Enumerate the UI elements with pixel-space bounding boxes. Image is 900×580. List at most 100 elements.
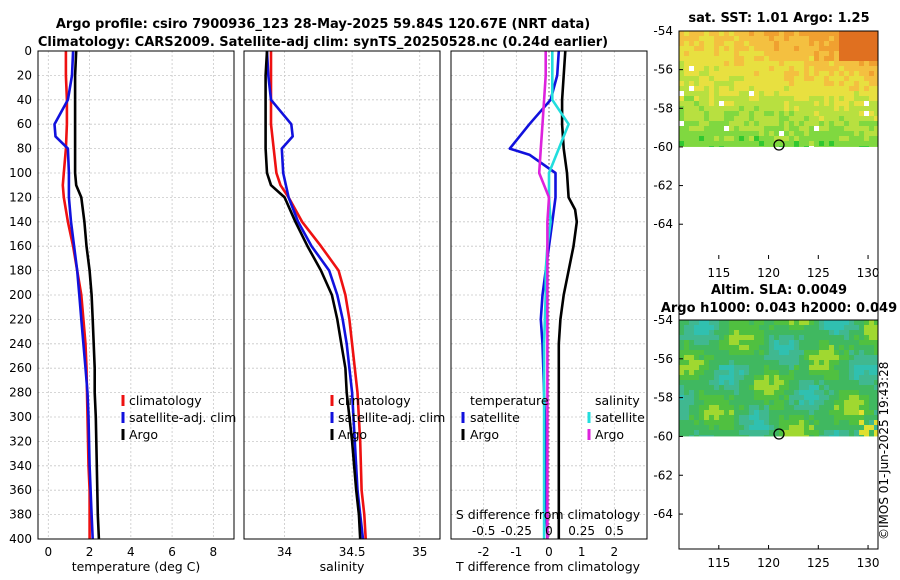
map-cell <box>764 395 769 400</box>
map-cell <box>779 370 784 375</box>
map-cell <box>774 395 779 400</box>
map-cell <box>819 51 824 56</box>
map-cell <box>739 345 744 350</box>
map-cell <box>864 325 869 330</box>
map-cell <box>829 390 834 395</box>
map-cell <box>749 350 754 355</box>
map-cell <box>759 66 764 71</box>
map-cell <box>699 101 704 106</box>
legend-argo: Argo <box>129 427 158 442</box>
map-cell <box>684 81 689 86</box>
map-cell <box>774 101 779 106</box>
map-cell <box>739 66 744 71</box>
map-cell <box>684 146 689 147</box>
map-cell <box>689 141 694 146</box>
map-cell <box>764 51 769 56</box>
map-cell <box>789 415 794 420</box>
map-cell <box>759 136 764 141</box>
map-cell <box>784 335 789 340</box>
map-cell <box>839 335 844 340</box>
map-cell <box>829 365 834 370</box>
map-cell <box>789 385 794 390</box>
map-cell <box>699 415 704 420</box>
map-cell <box>709 71 714 76</box>
map-cell <box>709 325 714 330</box>
map-cell <box>809 101 814 106</box>
legend-s-argo: Argo <box>595 427 624 442</box>
map-cell <box>764 126 769 131</box>
map-cell <box>704 385 709 390</box>
map-cell <box>799 340 804 345</box>
title-line-1: Argo profile: csiro 7900936_123 28-May-2… <box>56 17 590 32</box>
map-cell <box>839 116 844 121</box>
map-cell <box>814 131 819 136</box>
map-cell <box>709 370 714 375</box>
map-cell <box>804 111 809 116</box>
map-cell <box>684 61 689 66</box>
map-cell <box>789 335 794 340</box>
map-cell <box>834 66 839 71</box>
y-tick-label: 160 <box>9 239 32 253</box>
map-cell <box>804 400 809 405</box>
map-cell <box>709 380 714 385</box>
map-cell <box>784 325 789 330</box>
map-cell <box>854 51 859 56</box>
map-cell <box>869 131 874 136</box>
map-cell <box>864 390 869 395</box>
map-cell <box>734 410 739 415</box>
map-cell <box>774 345 779 350</box>
map-cell <box>704 390 709 395</box>
map-cell <box>824 121 829 126</box>
map-cell <box>714 56 719 61</box>
map-cell <box>809 106 814 111</box>
map-cell <box>819 116 824 121</box>
map-cell <box>764 76 769 81</box>
y-tick-label: -62 <box>653 468 673 482</box>
map-cell <box>804 41 809 46</box>
map-cell <box>759 61 764 66</box>
map-cell <box>704 410 709 415</box>
map-cell <box>784 56 789 61</box>
map-cell <box>829 350 834 355</box>
map-cell <box>774 380 779 385</box>
map-cell <box>864 56 869 61</box>
map-cell <box>694 415 699 420</box>
map-cell <box>859 131 864 136</box>
map-cell <box>759 400 764 405</box>
map-cell <box>819 420 824 425</box>
map-cell <box>784 106 789 111</box>
y-tick-label: -62 <box>653 179 673 193</box>
map-cell <box>814 86 819 91</box>
map-cell <box>764 375 769 380</box>
map-cell <box>834 36 839 41</box>
map-cell <box>859 41 864 46</box>
map-cell <box>864 111 869 116</box>
map-cell <box>829 41 834 46</box>
map-cell <box>789 126 794 131</box>
map-cell <box>719 360 724 365</box>
map-cell <box>724 425 729 430</box>
map-cell <box>784 116 789 121</box>
map-cell <box>724 71 729 76</box>
map-cell <box>779 106 784 111</box>
map-cell <box>764 96 769 101</box>
map-cell <box>814 146 819 147</box>
map-cell <box>749 86 754 91</box>
map-cell <box>724 121 729 126</box>
map-cell <box>874 116 878 121</box>
map-cell <box>869 56 874 61</box>
map-cell <box>869 96 874 101</box>
map-cell <box>844 116 849 121</box>
map-cell <box>759 146 764 147</box>
map-cell <box>774 56 779 61</box>
map-cell <box>719 320 724 325</box>
map-cell <box>754 56 759 61</box>
map-cell <box>784 390 789 395</box>
temperature-panel: 0204060801001201401601802002202402602803… <box>9 44 236 574</box>
map-cell <box>734 91 739 96</box>
map-cell <box>749 360 754 365</box>
map-cell <box>834 340 839 345</box>
map-cell <box>684 56 689 61</box>
y-tick-label: 100 <box>9 166 32 180</box>
map-cell <box>874 96 878 101</box>
